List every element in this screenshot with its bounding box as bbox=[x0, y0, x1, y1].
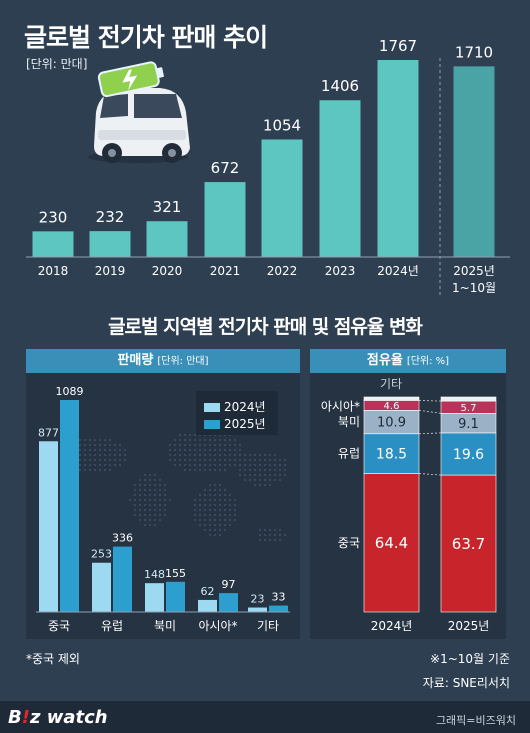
annual-bar-value: 1710 bbox=[455, 43, 493, 61]
annual-bar bbox=[453, 66, 495, 258]
share-panel-header: 점유율 [단위: %] bbox=[310, 349, 506, 373]
unit-label: [단위: 만대] bbox=[26, 57, 88, 71]
annual-bar bbox=[32, 231, 74, 257]
annual-bar bbox=[319, 100, 361, 257]
period-note: ※1~10월 기준 bbox=[430, 652, 510, 666]
annual-tick-label: 2018 bbox=[38, 264, 69, 278]
footer-bar bbox=[0, 701, 530, 733]
sales-legend: 2024년 2025년 bbox=[196, 391, 278, 435]
share-panel: 점유율 [단위: %] bbox=[310, 349, 506, 639]
annual-sales-chart: 230 232 321 672 1054 1406 1767 1710 2018 2019 202… bbox=[26, 37, 510, 298]
legend-item-2024: 2024년 bbox=[204, 398, 266, 415]
sales-panel-unit: [단위: 만대] bbox=[157, 356, 209, 367]
share-panel-title: 점유율 bbox=[366, 353, 403, 368]
section-title: 글로벌 지역별 전기차 판매 및 점유율 변화 bbox=[108, 316, 423, 338]
annual-tick-label: 1~10월 bbox=[452, 281, 496, 295]
legend-item-2025: 2025년 bbox=[204, 415, 266, 432]
legend-label-2024: 2024년 bbox=[224, 400, 266, 414]
bizwatch-logo: B!z watch bbox=[8, 707, 108, 728]
annual-tick-label: 2020 bbox=[152, 264, 183, 278]
footnote: *중국 제외 bbox=[26, 652, 80, 666]
legend-swatch-2024 bbox=[204, 403, 220, 412]
annual-tick-label: 2024년 bbox=[377, 264, 419, 278]
source-label: 자료: SNE리서치 bbox=[422, 676, 510, 690]
annual-tick-label: 2019 bbox=[95, 264, 126, 278]
annual-tick-label: 2022 bbox=[267, 264, 298, 278]
sales-panel-title: 판매량 bbox=[117, 353, 154, 368]
annual-bar-value: 232 bbox=[96, 208, 125, 226]
annual-bar bbox=[261, 139, 303, 257]
electric-car-battery-illustration bbox=[88, 61, 190, 163]
graphic-credit: 그래픽=비즈워치 bbox=[435, 714, 516, 727]
annual-bar-value: 1406 bbox=[321, 77, 359, 95]
annual-bar bbox=[377, 60, 419, 257]
annual-bar-value: 1767 bbox=[379, 37, 417, 55]
legend-label-2025: 2025년 bbox=[224, 417, 266, 431]
legend-swatch-2025 bbox=[204, 420, 220, 429]
chart-title: 글로벌 전기차 판매 추이 bbox=[24, 23, 268, 52]
sales-panel-header: 판매량 [단위: 만대] bbox=[26, 349, 300, 373]
annual-bar-value: 1054 bbox=[263, 116, 301, 134]
annual-bar bbox=[146, 221, 188, 257]
annual-bar-value: 672 bbox=[211, 159, 240, 177]
annual-bar bbox=[89, 231, 131, 257]
annual-bar-value: 321 bbox=[153, 198, 182, 216]
annual-bar bbox=[204, 182, 246, 257]
share-panel-unit: [단위: %] bbox=[406, 356, 450, 367]
annual-tick-label: 2025년 bbox=[453, 264, 495, 278]
annual-tick-label: 2021 bbox=[210, 264, 241, 278]
annual-tick-label: 2023 bbox=[325, 264, 356, 278]
annual-bar-value: 230 bbox=[39, 208, 68, 226]
